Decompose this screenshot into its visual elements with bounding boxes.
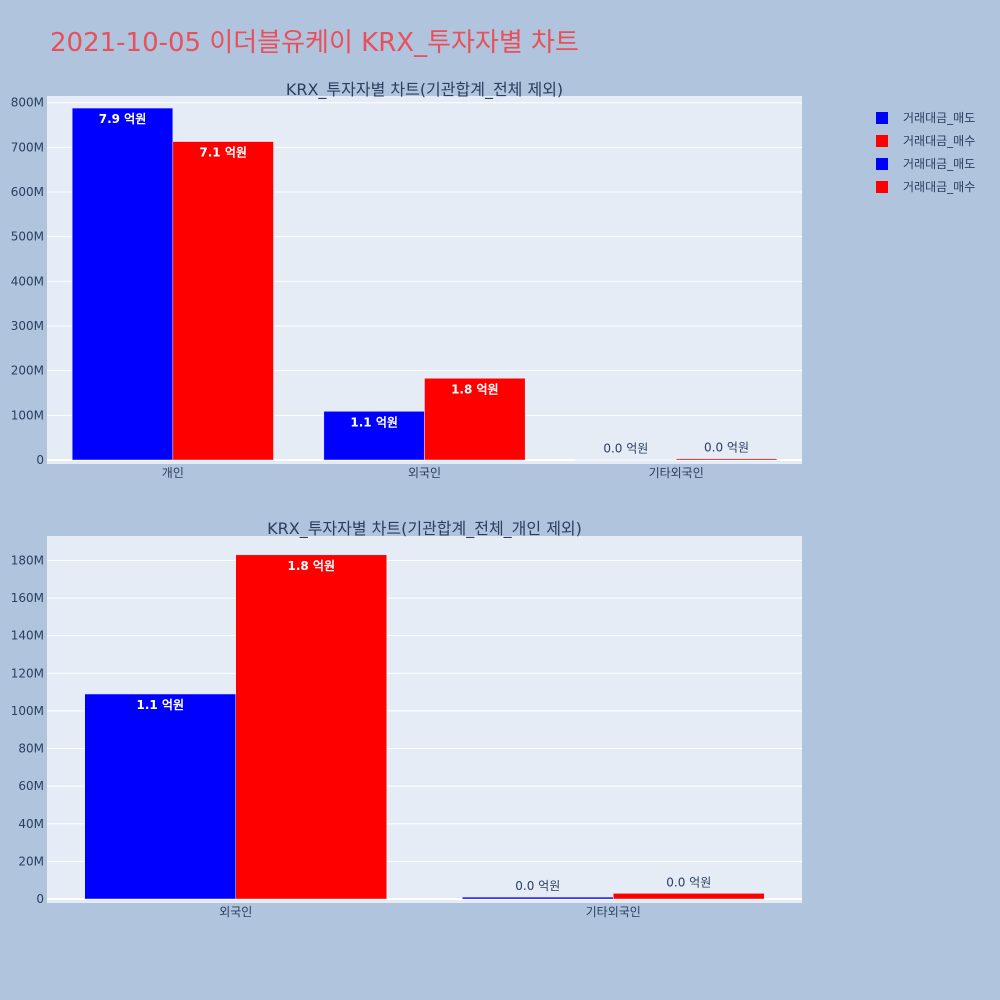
bar [462, 896, 614, 900]
x-tick-label: 기타외국인 [649, 466, 704, 480]
data-label: 7.1 억원 [199, 146, 247, 160]
bar [575, 459, 677, 461]
data-label: 1.8 억원 [451, 382, 499, 396]
y-tick-label: 60M [18, 779, 44, 793]
chart-bottom: 0 20M 40M 60M 80M 100M 120M 140M 160M 180M KRX_투자자… [11, 519, 802, 919]
bar [424, 378, 526, 461]
y-tick-label: 180M [11, 553, 44, 567]
legend: 거래대금_매도 거래대금_매수 거래대금_매도 거래대금_매수 [876, 106, 975, 198]
legend-item[interactable]: 거래대금_매도 [876, 106, 975, 129]
x-tick-label: 외국인 [219, 905, 252, 919]
chart-title: KRX_투자자별 차트(기관합계_전체_개인 제외) [267, 519, 582, 539]
data-label: 0.0 억원 [704, 441, 749, 455]
legend-item[interactable]: 거래대금_매수 [876, 129, 975, 152]
bar [71, 107, 174, 461]
legend-swatch [876, 157, 888, 170]
chart-title: KRX_투자자별 차트(기관합계_전체 제외) [286, 80, 563, 100]
y-tick-label: 500M [11, 230, 44, 244]
y-tick-label: 800M [11, 96, 44, 110]
y-tick-label: 80M [18, 742, 44, 756]
legend-label: 거래대금_매도 [903, 111, 976, 125]
data-label: 7.9 억원 [99, 112, 147, 126]
y-tick-label: 160M [11, 591, 44, 605]
data-label: 1.1 억원 [136, 698, 184, 712]
y-tick-label: 40M [18, 817, 44, 831]
x-tick-label: 개인 [162, 466, 184, 480]
y-tick-label: 0 [36, 892, 44, 906]
y-tick-label: 20M [18, 854, 44, 868]
legend-swatch [876, 180, 888, 193]
legend-item[interactable]: 거래대금_매도 [876, 152, 975, 175]
legend-item[interactable]: 거래대금_매수 [876, 175, 975, 198]
chart-top: 0 100M 200M 300M 400M 500M 600M 700M 800M KRX_투자자… [11, 80, 802, 480]
y-tick-label: 140M [11, 629, 44, 643]
y-tick-label: 120M [11, 666, 44, 680]
legend-swatch [876, 111, 888, 124]
data-label: 0.0 억원 [603, 442, 648, 456]
data-label: 0.0 억원 [515, 879, 560, 893]
y-tick-label: 700M [11, 140, 44, 154]
bar [675, 458, 778, 461]
legend-label: 거래대금_매수 [903, 180, 976, 194]
legend-swatch [876, 134, 888, 147]
bar [84, 693, 236, 900]
y-tick-label: 100M [11, 704, 44, 718]
legend-label: 거래대금_매도 [903, 157, 976, 171]
bar [235, 554, 387, 900]
y-tick-label: 600M [11, 185, 44, 199]
page-title: 2021-10-05 이더블유케이 KRX_투자자별 차트 [50, 28, 579, 58]
y-tick-label: 0 [36, 453, 44, 467]
y-tick-label: 100M [11, 408, 44, 422]
y-tick-label: 200M [11, 364, 44, 378]
data-label: 1.1 억원 [350, 415, 398, 429]
data-label: 1.8 억원 [287, 559, 335, 573]
legend-label: 거래대금_매수 [903, 134, 976, 148]
x-tick-label: 외국인 [408, 466, 441, 480]
data-label: 0.0 억원 [666, 875, 711, 889]
bar [172, 141, 274, 461]
y-tick-label: 400M [11, 274, 44, 288]
bar [613, 893, 765, 900]
y-tick-label: 300M [11, 319, 44, 333]
bar [323, 411, 425, 461]
x-tick-label: 기타외국인 [586, 905, 641, 919]
